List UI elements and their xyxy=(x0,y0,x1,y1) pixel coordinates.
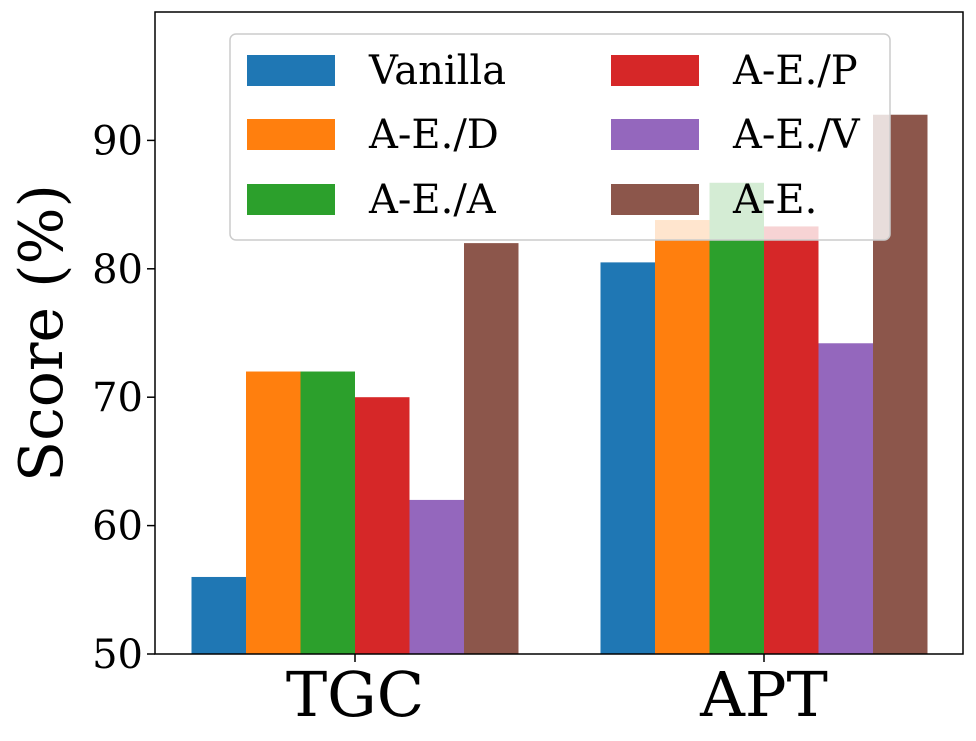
bar-tgc-a-e-v xyxy=(409,499,464,654)
y-tick-label: 50 xyxy=(92,632,143,678)
x-axis: TGC APT xyxy=(286,654,828,731)
bar-apt-a-e-d xyxy=(655,220,710,654)
legend-label: A-E./P xyxy=(732,48,858,94)
legend-swatch xyxy=(611,184,699,215)
x-tick-label-tgc: TGC xyxy=(286,658,424,731)
legend-swatch xyxy=(247,184,335,215)
legend-swatch xyxy=(247,119,335,150)
legend-swatch xyxy=(247,55,335,86)
legend-label: A-E./A xyxy=(368,177,497,223)
legend-swatch xyxy=(611,119,699,150)
y-tick-label: 70 xyxy=(92,375,143,421)
legend: Vanilla A-E./D A-E./A A-E./P A-E./V A-E. xyxy=(229,33,891,241)
bar-tgc-a-e-d xyxy=(246,371,301,654)
legend-label: A-E./D xyxy=(368,112,499,158)
bar-tgc-a-e xyxy=(464,243,519,654)
legend-label: A-E./V xyxy=(732,112,861,158)
x-tick-label-apt: APT xyxy=(699,658,828,731)
y-tick-label: 90 xyxy=(92,118,143,164)
y-axis-title: Score (%) xyxy=(7,184,77,482)
bar-apt-a-e-v xyxy=(818,343,873,654)
bar-apt-a-e-a xyxy=(709,182,764,654)
bars-group xyxy=(191,114,928,655)
bar-tgc-a-e-a xyxy=(300,371,355,654)
legend-box xyxy=(229,33,891,241)
legend-label: Vanilla xyxy=(368,48,506,94)
y-axis: 50 60 70 80 90 xyxy=(92,118,155,678)
y-tick-label: 80 xyxy=(92,247,143,293)
legend-swatch xyxy=(611,55,699,86)
bar-apt-a-e-p xyxy=(764,226,819,654)
bar-tgc-vanilla xyxy=(191,576,246,654)
legend-label: A-E. xyxy=(732,177,817,223)
plot-frame xyxy=(154,11,964,655)
bar-apt-vanilla xyxy=(600,262,655,654)
y-tick-label: 60 xyxy=(92,504,143,550)
bar-tgc-a-e-p xyxy=(355,397,410,654)
